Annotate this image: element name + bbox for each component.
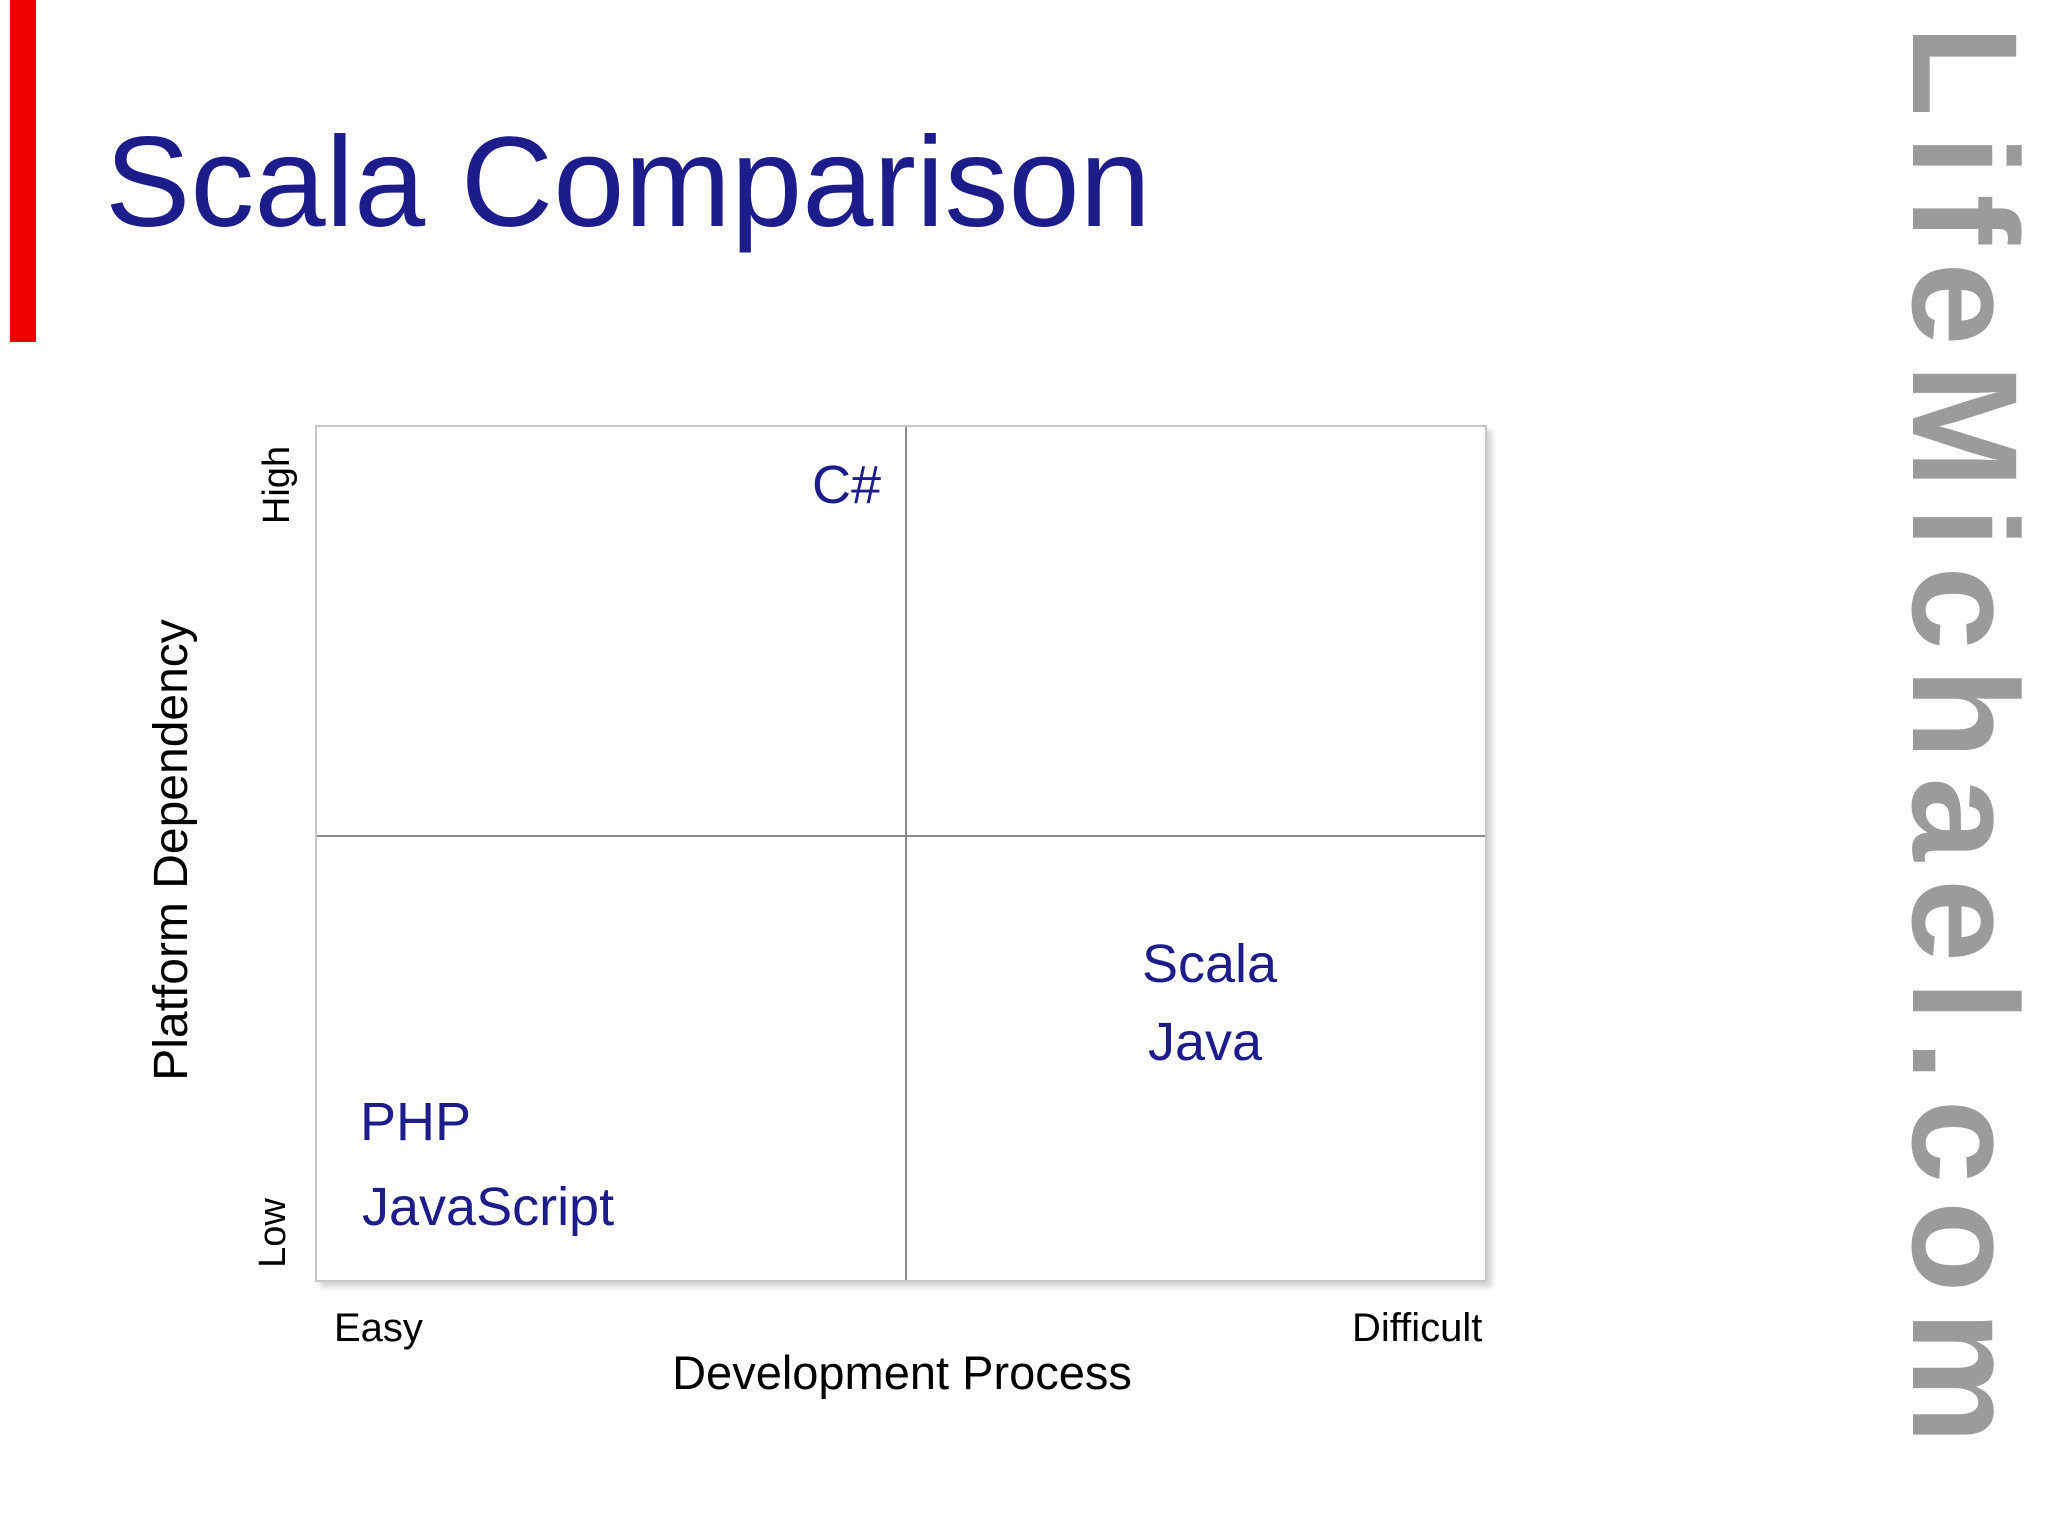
red-accent-bar xyxy=(10,0,36,342)
quadrant-chart-box xyxy=(315,425,1487,1282)
quadrant-divider-vertical xyxy=(905,427,907,1280)
quadrant-divider-horizontal xyxy=(317,835,1485,837)
watermark-text: LifeMichael.com xyxy=(1881,25,2048,1462)
y-axis-low-label: Low xyxy=(252,1198,294,1268)
point-label-javascript: JavaScript xyxy=(362,1177,615,1237)
point-label-scala: Scala xyxy=(1142,934,1278,994)
x-axis-easy-label: Easy xyxy=(334,1306,423,1350)
point-label-java: Java xyxy=(1148,1012,1263,1072)
y-axis-title: Platform Dependency xyxy=(145,619,198,1081)
x-axis-title: Development Process xyxy=(672,1346,1132,1399)
point-label-php: PHP xyxy=(360,1092,472,1152)
slide-title: Scala Comparison xyxy=(105,111,1151,254)
x-axis-difficult-label: Difficult xyxy=(1352,1306,1483,1350)
y-axis-high-label: High xyxy=(256,445,298,525)
point-label-csharp: C# xyxy=(812,455,882,515)
